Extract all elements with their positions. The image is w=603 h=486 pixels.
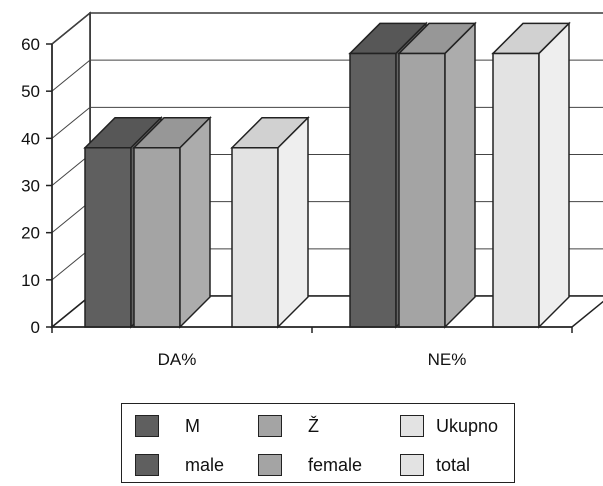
legend-label-female: female: [308, 454, 363, 475]
bar-side: [444, 21, 476, 329]
legend-item-male: male: [135, 448, 224, 482]
legend-swatch-total: [400, 454, 424, 476]
x-tick-label: DA%: [158, 350, 197, 369]
chart-legend: M Ž Ukupno male female total: [121, 403, 515, 483]
bar-NE-2: [492, 52, 540, 328]
bar-DA-1: [133, 147, 181, 328]
y-tick-label: 50: [21, 82, 40, 101]
y-tick-label: 10: [21, 271, 40, 290]
legend-item-m: M: [135, 409, 200, 443]
legend-swatch-female: [258, 454, 282, 476]
legend-label-z: Ž: [308, 415, 319, 436]
legend-item-ukupno: Ukupno: [400, 409, 498, 443]
y-tick-label: 0: [31, 318, 40, 337]
bar-side: [179, 115, 211, 329]
legend-swatch-m: [135, 415, 159, 437]
legend-label-ukupno: Ukupno: [436, 415, 499, 436]
chart-plot: 0 10 20 30 40 50 60 DA% NE%: [21, 11, 603, 369]
gridline: [51, 12, 603, 45]
legend-swatch-male: [135, 454, 159, 476]
bar-NE-0: [349, 52, 397, 328]
y-tick-label: 40: [21, 129, 40, 148]
y-tick-label: 30: [21, 177, 40, 196]
legend-swatch-z: [258, 415, 282, 437]
bar-side: [277, 115, 309, 329]
legend-item-female: female: [258, 448, 362, 482]
legend-row-2: male female total: [122, 448, 514, 482]
bar-side: [538, 21, 570, 329]
legend-row-1: M Ž Ukupno: [122, 409, 514, 443]
legend-item-total: total: [400, 448, 470, 482]
bar-DA-0: [84, 147, 132, 328]
legend-item-z: Ž: [258, 409, 319, 443]
legend-swatch-ukupno: [400, 415, 424, 437]
legend-label-male: male: [185, 454, 225, 475]
legend-label-m: M: [185, 415, 200, 436]
y-tick-label: 60: [21, 35, 40, 54]
x-tick-label: NE%: [428, 350, 467, 369]
bar-NE-1: [398, 52, 446, 328]
legend-label-total: total: [436, 454, 471, 475]
y-tick-label: 20: [21, 224, 40, 243]
bar-DA-2: [231, 147, 279, 328]
